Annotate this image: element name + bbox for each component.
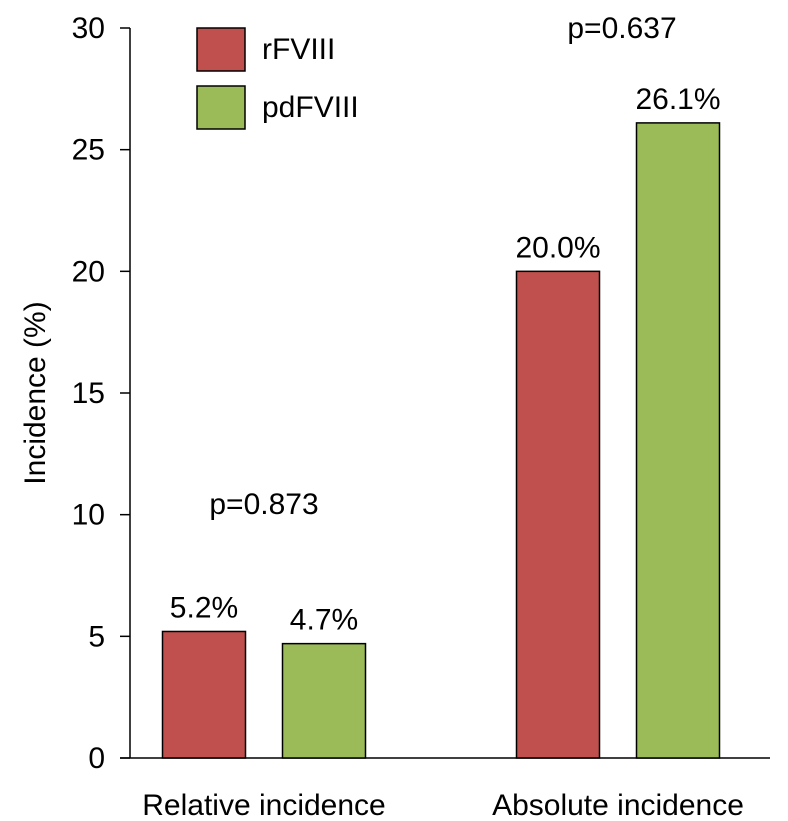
legend-label-pdfviii: pdFVIII — [262, 91, 359, 124]
legend-label-rfviii: rFVIII — [262, 33, 335, 66]
data-label-rfviii-0: 5.2% — [170, 591, 238, 624]
p-value-absolute: p=0.637 — [567, 12, 676, 45]
bar-rfviii-1 — [515, 270, 601, 759]
y-tick-label-5: 5 — [88, 620, 105, 653]
legend-swatch-pdfviii — [196, 85, 246, 130]
y-tick-label-0: 0 — [88, 742, 105, 775]
p-value-relative: p=0.873 — [209, 488, 318, 521]
data-label-rfviii-1: 20.0% — [515, 231, 600, 264]
bar-rfviii-0 — [161, 630, 247, 759]
y-tick-label-20: 20 — [72, 255, 105, 288]
bar-pdfviii-1 — [635, 122, 721, 759]
legend: rFVIII pdFVIII — [196, 27, 359, 130]
bar-pdfviii-0 — [281, 642, 367, 759]
legend-swatch-rfviii — [196, 27, 246, 72]
y-axis: 0 5 10 15 20 25 30 — [72, 12, 131, 775]
category-label-1: Absolute incidence — [492, 789, 744, 821]
y-tick-label-25: 25 — [72, 134, 105, 167]
y-tick-label-30: 30 — [72, 12, 105, 45]
y-axis-title: Incidence (%) — [19, 301, 52, 484]
y-tick-label-15: 15 — [72, 377, 105, 410]
data-label-pdfviii-1: 26.1% — [635, 83, 720, 116]
data-label-pdfviii-0: 4.7% — [290, 604, 358, 637]
y-tick-label-10: 10 — [72, 499, 105, 532]
category-label-0: Relative incidence — [142, 789, 385, 821]
